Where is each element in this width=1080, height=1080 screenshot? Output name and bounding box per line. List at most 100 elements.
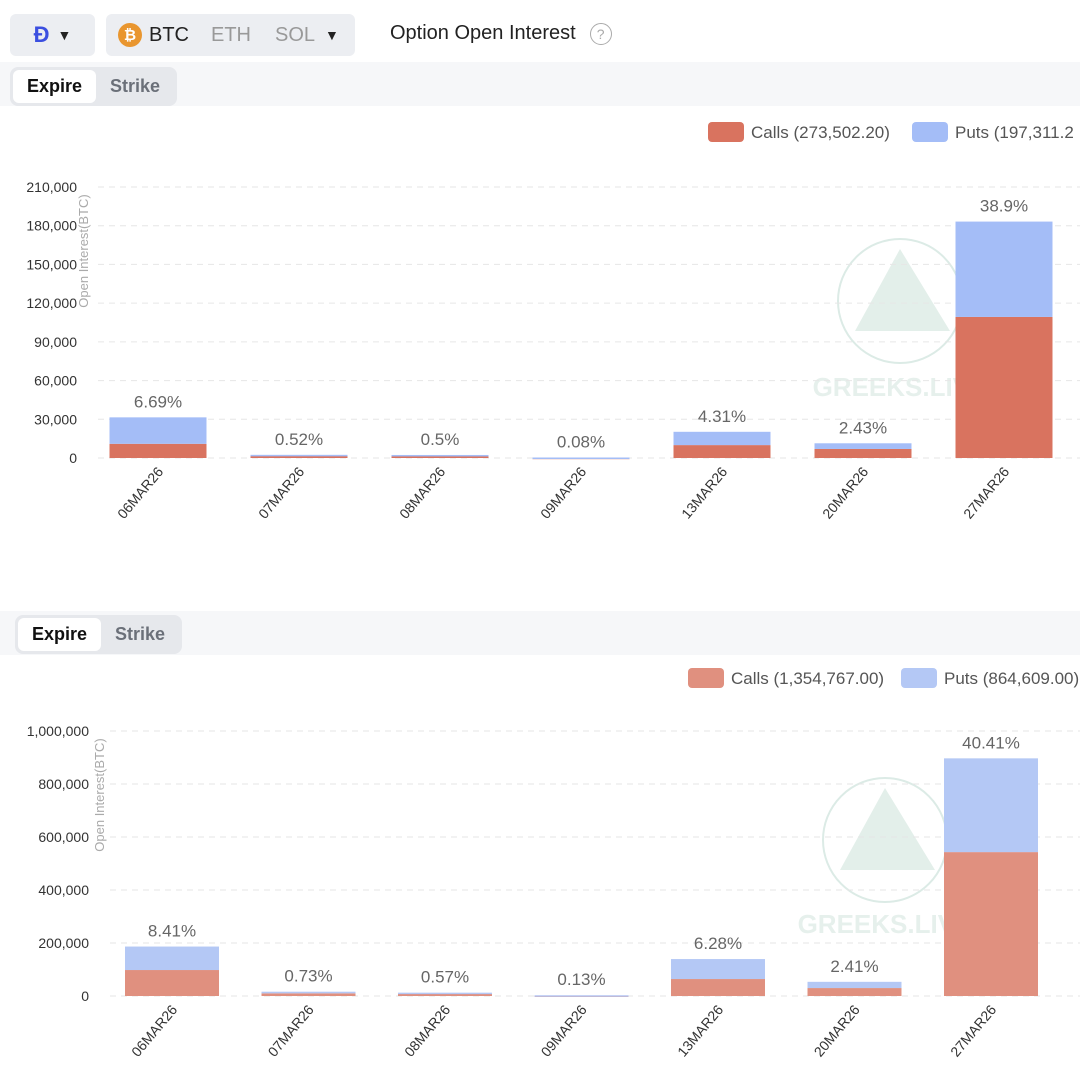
x-tick-label: 07MAR26 <box>265 1001 317 1059</box>
bar-segment <box>955 316 1053 458</box>
open-interest-chart-top: GREEKS.LIVE030,00060,00090,000120,000150… <box>26 122 1080 522</box>
bar-segment <box>391 456 489 458</box>
bar-percent-label: 40.41% <box>962 733 1020 752</box>
y-tick-label: 600,000 <box>38 829 89 845</box>
y-tick-label: 150,000 <box>26 256 77 272</box>
legend-label: Calls (1,354,767.00) <box>731 669 884 688</box>
bar-segment <box>955 221 1053 317</box>
bar-segment <box>398 993 492 996</box>
legend-label: Puts (197,311.2 <box>955 123 1074 142</box>
bar-percent-label: 6.69% <box>134 392 182 411</box>
x-tick-label: 09MAR26 <box>538 1001 590 1059</box>
bar-segment <box>125 946 219 971</box>
x-tick-label: 27MAR26 <box>947 1001 999 1059</box>
watermark-triangle-icon <box>855 249 950 331</box>
y-tick-label: 0 <box>81 988 89 1004</box>
x-tick-label: 06MAR26 <box>128 1001 180 1059</box>
panel-tabs-bar <box>0 62 1080 106</box>
bar-segment <box>944 758 1038 853</box>
bar-segment <box>814 448 912 458</box>
bar-percent-label: 2.41% <box>830 957 878 976</box>
bar-segment <box>534 995 629 997</box>
tab-strike[interactable]: Strike <box>110 76 161 96</box>
bar-percent-label: 38.9% <box>980 197 1028 216</box>
bar-segment <box>807 981 902 989</box>
bar-percent-label: 4.31% <box>698 407 746 426</box>
y-tick-label: 800,000 <box>38 776 89 792</box>
y-tick-label: 60,000 <box>34 373 77 389</box>
x-tick-label: 13MAR26 <box>674 1001 726 1059</box>
bar-segment <box>250 456 348 458</box>
legend-swatch <box>708 122 744 142</box>
x-tick-label: 09MAR26 <box>537 463 589 521</box>
x-tick-label: 06MAR26 <box>114 463 166 521</box>
y-tick-label: 30,000 <box>34 411 77 427</box>
y-axis-title: Open Interest(BTC) <box>92 738 107 851</box>
y-tick-label: 0 <box>69 450 77 466</box>
deribit-logo-icon: Ð <box>33 22 50 47</box>
view-toggle: Expire Strike <box>10 67 178 106</box>
x-tick-label: 20MAR26 <box>819 463 871 521</box>
bar-percent-label: 0.5% <box>421 430 460 449</box>
bar-segment <box>671 979 765 996</box>
view-toggle: Expire Strike <box>15 615 183 654</box>
tab-strike[interactable]: Strike <box>115 624 166 644</box>
bar-percent-label: 0.57% <box>421 968 469 987</box>
bar-segment <box>807 988 902 996</box>
y-tick-label: 200,000 <box>38 935 89 951</box>
y-tick-label: 90,000 <box>34 334 77 350</box>
bar-segment <box>261 993 356 996</box>
bar-segment <box>125 970 219 996</box>
y-tick-label: 210,000 <box>26 179 77 195</box>
bar-segment <box>671 959 765 980</box>
watermark-triangle-icon <box>840 788 935 870</box>
x-tick-label: 08MAR26 <box>396 463 448 521</box>
legend-swatch <box>912 122 948 142</box>
bitcoin-icon: ₿ <box>118 23 142 47</box>
bar-percent-label: 0.08% <box>557 433 605 452</box>
bar-segment <box>532 457 630 460</box>
bar-segment <box>673 445 771 458</box>
coin-btc[interactable]: BTC <box>149 23 189 46</box>
watermark-text: GREEKS.LIVE <box>798 909 973 939</box>
y-axis-title: Open Interest(BTC) <box>76 194 91 307</box>
x-tick-label: 13MAR26 <box>678 463 730 521</box>
bar-segment <box>109 443 207 458</box>
coin-eth[interactable]: ETH <box>211 23 251 46</box>
legend-label: Puts (864,609.00) <box>944 669 1079 688</box>
chevron-down-icon: ▼ <box>57 27 72 43</box>
x-tick-label: 27MAR26 <box>960 463 1012 521</box>
legend-swatch <box>901 668 937 688</box>
chevron-down-icon[interactable]: ▼ <box>325 27 339 43</box>
question-circle-icon[interactable]: ? <box>589 22 612 45</box>
x-tick-label: 20MAR26 <box>811 1001 863 1059</box>
bar-segment <box>391 454 489 457</box>
bar-segment <box>250 454 348 457</box>
bar-segment <box>398 992 492 995</box>
bar-percent-label: 6.28% <box>694 934 742 953</box>
y-tick-label: 1,000,000 <box>27 723 89 739</box>
tab-expire[interactable]: Expire <box>13 70 97 103</box>
y-tick-label: 180,000 <box>26 218 77 234</box>
coin-selector: ₿ BTC ETH SOL ▼ <box>106 14 355 56</box>
bar-percent-label: 0.13% <box>557 970 605 989</box>
bar-percent-label: 0.52% <box>275 430 323 449</box>
y-tick-label: 400,000 <box>38 882 89 898</box>
bar-segment <box>261 991 356 994</box>
x-tick-label: 07MAR26 <box>255 463 307 521</box>
tab-expire[interactable]: Expire <box>18 618 102 651</box>
coin-sol[interactable]: SOL <box>275 23 316 46</box>
bar-segment <box>673 431 771 446</box>
bar-segment <box>814 443 912 449</box>
bar-percent-label: 2.43% <box>839 418 887 437</box>
bar-segment <box>944 852 1038 996</box>
exchange-select[interactable]: Ð ▼ <box>10 14 95 56</box>
legend-swatch <box>688 668 724 688</box>
y-tick-label: 120,000 <box>26 295 77 311</box>
bar-segment <box>109 417 207 444</box>
bar-percent-label: 0.73% <box>284 967 332 986</box>
bar-percent-label: 8.41% <box>148 922 196 941</box>
x-tick-label: 08MAR26 <box>401 1001 453 1059</box>
page-title: Option Open Interest <box>390 22 576 44</box>
open-interest-chart-bottom: GREEKS.LIVE 0 200,000 400,000 600,000 800,000… <box>27 668 1080 1060</box>
